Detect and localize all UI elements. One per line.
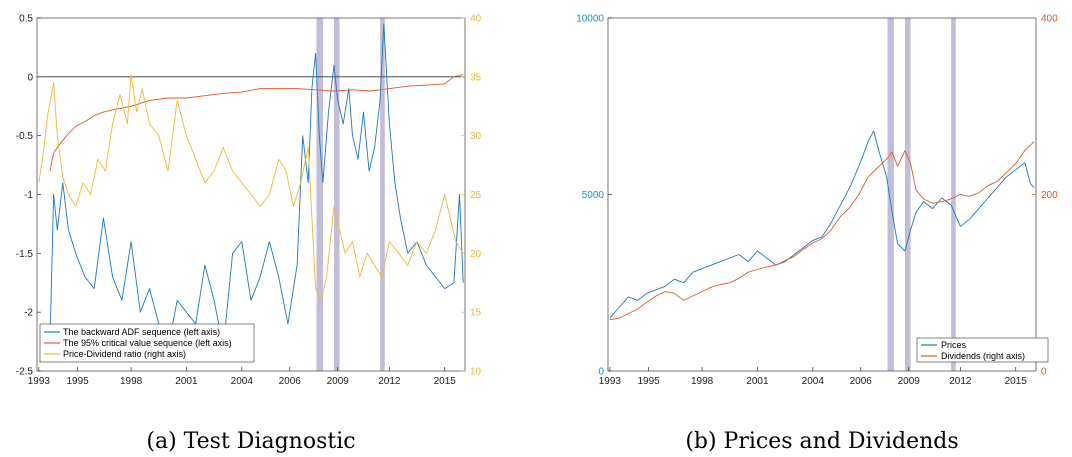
y-right-tick-label: 20 — [470, 249, 482, 260]
y-right-tick-label: 400 — [1041, 14, 1058, 25]
legend-label-cv: The 95% critical value sequence (left ax… — [63, 338, 232, 348]
panel-b-legend: Prices Dividends (right axis) — [916, 337, 1049, 363]
y-right-tick-label: 30 — [470, 131, 482, 142]
legend-label-adf: The backward ADF sequence (left axis) — [63, 327, 220, 337]
x-tick-label: 1993 — [28, 376, 51, 387]
y-left-tick-label: -2 — [24, 308, 33, 319]
y-left-tick-label: -2.5 — [16, 367, 34, 378]
panel-a-test-diagnostic: 1993 1995 1998 2001 2004 2006 2009 2012 20150.50… — [16, 14, 482, 455]
y-left-tick-label: 0 — [598, 367, 604, 378]
y-right-tick-label: 0 — [1041, 367, 1047, 378]
y-right-tick-label: 15 — [470, 308, 482, 319]
y-left-tick-label: -1 — [24, 190, 33, 201]
shaded-period-3 — [380, 18, 385, 371]
y-left-tick-label: 5000 — [582, 190, 605, 201]
legend-label-prices: Prices — [941, 340, 967, 350]
y-left-tick-label: -0.5 — [16, 131, 34, 142]
x-tick-label: 2012 — [378, 376, 401, 387]
panel-a-caption: (a) Test Diagnostic — [146, 429, 355, 454]
y-right-tick-label: 10 — [470, 367, 482, 378]
x-tick-label: 2015 — [1005, 376, 1028, 387]
x-tick-label: 2001 — [175, 376, 198, 387]
x-tick-label: 2009 — [327, 376, 350, 387]
y-right-tick-label: 25 — [470, 190, 482, 201]
legend-label-pd: Price-Dividend ratio (right axis) — [63, 349, 186, 359]
panel-b-prices-dividends: 1993 1995 1998 2001 2004 2006 2009 2012 2015 1000… — [576, 14, 1058, 455]
x-tick-label: 1998 — [120, 376, 143, 387]
series-line-price-dividend — [38, 74, 464, 301]
shaded-period-2 — [334, 18, 340, 371]
panel-b-plot-area — [608, 18, 1036, 371]
series-line-dividends — [609, 141, 1035, 321]
x-tick-label: 2004 — [802, 376, 825, 387]
x-tick-label: 1998 — [691, 376, 714, 387]
panel-a-legend: The backward ADF sequence (left axis) Th… — [39, 323, 255, 363]
x-tick-label: 2001 — [746, 376, 769, 387]
shaded-period-1 — [887, 18, 894, 371]
y-right-tick-label: 35 — [470, 72, 482, 83]
x-tick-label: 2009 — [898, 376, 921, 387]
x-tick-label: 2006 — [279, 376, 302, 387]
series-line-adf — [49, 23, 464, 348]
panel-b-caption: (b) Prices and Dividends — [685, 429, 958, 454]
y-left-tick-label: 0.5 — [19, 14, 33, 25]
y-left-tick-label: 0 — [27, 72, 33, 83]
panel-a-legend-box — [39, 323, 255, 363]
series-line-critical-value — [49, 74, 464, 172]
x-tick-label: 2006 — [850, 376, 873, 387]
x-tick-label: 2012 — [949, 376, 972, 387]
legend-label-dividends: Dividends (right axis) — [941, 351, 1025, 361]
shaded-period-2 — [905, 18, 911, 371]
series-line-prices — [609, 130, 1035, 319]
x-tick-label: 1995 — [637, 376, 660, 387]
y-right-tick-label: 200 — [1041, 190, 1058, 201]
y-left-tick-label: -1.5 — [16, 249, 34, 260]
shaded-period-1 — [316, 18, 323, 371]
x-tick-label: 2004 — [231, 376, 254, 387]
x-tick-label: 1993 — [599, 376, 622, 387]
y-right-tick-label: 40 — [470, 14, 482, 25]
x-tick-label: 2015 — [434, 376, 457, 387]
x-tick-label: 1995 — [66, 376, 89, 387]
y-left-tick-label: 10000 — [576, 14, 604, 25]
shaded-period-3 — [951, 18, 956, 371]
panel-b-legend-box — [916, 337, 1049, 363]
